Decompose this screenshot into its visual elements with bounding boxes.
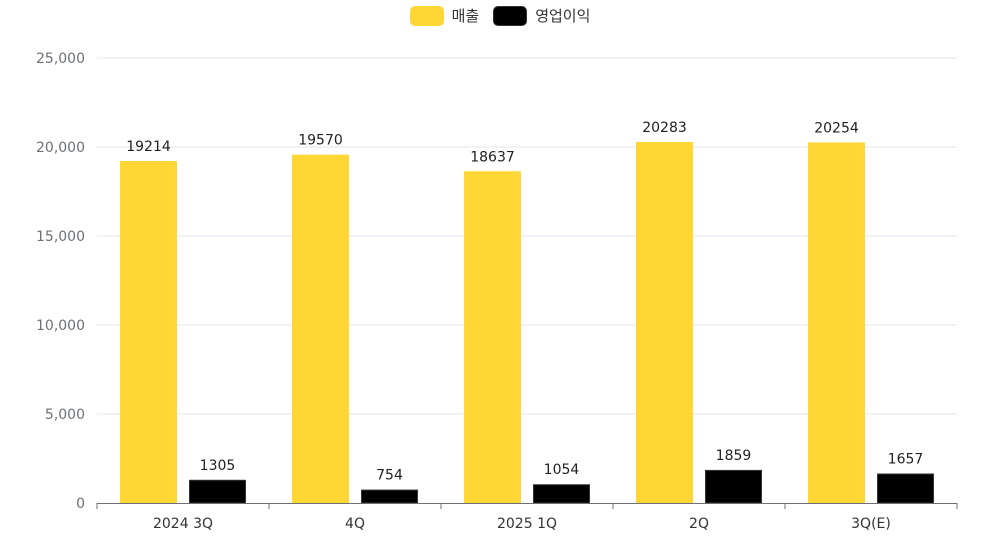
revenue-data-label: 18637 bbox=[470, 149, 515, 165]
y-tick-label: 5,000 bbox=[45, 407, 85, 423]
legend-label-revenue: 매출 bbox=[451, 7, 480, 25]
y-tick-label: 10,000 bbox=[36, 318, 85, 334]
revenue-data-label: 19570 bbox=[298, 133, 343, 149]
operating-profit-data-label: 1054 bbox=[544, 462, 580, 478]
revenue-data-label: 19214 bbox=[126, 139, 171, 155]
legend-item-operating-profit[interactable]: 영업이익 bbox=[493, 5, 590, 26]
y-tick-label: 20,000 bbox=[36, 140, 85, 156]
revenue-swatch-icon bbox=[409, 5, 444, 26]
operating-profit-bar[interactable] bbox=[877, 473, 934, 504]
x-tick-label: 3Q(E) bbox=[851, 516, 891, 532]
y-tick-label: 25,000 bbox=[36, 51, 85, 67]
x-tick-label: 4Q bbox=[345, 516, 365, 532]
revenue-bar[interactable] bbox=[636, 141, 693, 504]
x-tick-label: 2024 3Q bbox=[153, 516, 213, 532]
operating-profit-bar[interactable] bbox=[705, 469, 762, 504]
legend-item-revenue[interactable]: 매출 bbox=[409, 5, 480, 26]
revenue-bar[interactable] bbox=[292, 154, 349, 504]
operating-profit-bar[interactable] bbox=[361, 489, 418, 504]
chart-legend: 매출 영업이익 bbox=[0, 5, 1000, 26]
operating-profit-swatch-icon bbox=[493, 5, 528, 26]
revenue-data-label: 20283 bbox=[642, 120, 687, 136]
legend-label-operating-profit: 영업이익 bbox=[535, 7, 591, 25]
x-tick-label: 2Q bbox=[689, 516, 709, 532]
operating-profit-data-label: 1657 bbox=[888, 452, 924, 468]
operating-profit-data-label: 754 bbox=[376, 468, 403, 484]
revenue-bar[interactable] bbox=[808, 142, 865, 503]
revenue-bar[interactable] bbox=[464, 171, 521, 503]
y-tick-label: 15,000 bbox=[36, 229, 85, 245]
operating-profit-bar[interactable] bbox=[533, 484, 590, 504]
operating-profit-bar[interactable] bbox=[189, 479, 246, 504]
y-tick-label: 0 bbox=[76, 496, 85, 512]
operating-profit-data-label: 1305 bbox=[200, 458, 236, 474]
operating-profit-data-label: 1859 bbox=[716, 448, 752, 464]
revenue-bar[interactable] bbox=[120, 160, 177, 504]
x-tick-label: 2025 1Q bbox=[497, 516, 557, 532]
revenue-data-label: 20254 bbox=[814, 120, 859, 136]
